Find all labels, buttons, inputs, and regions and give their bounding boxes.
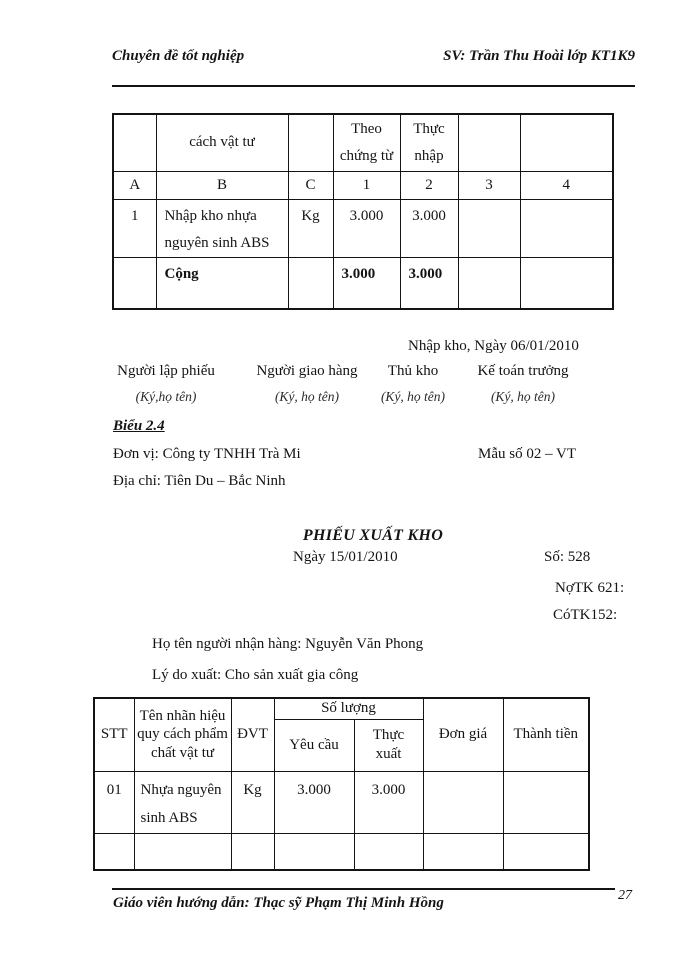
- total-unit: [287, 256, 334, 310]
- footer-advisor-line: Giáo viên hướng dẫn: Thạc sỹ Phạm Thị Mi…: [113, 895, 444, 911]
- export-header-thuc-xuat: Thực xuất: [353, 718, 424, 772]
- export-table-header-row-1: STT Tên nhãn hiệu quy cách phẩm chất vật…: [93, 697, 590, 772]
- index-cell: 1: [332, 170, 401, 200]
- co-tk-line: CóTK152:: [553, 607, 618, 623]
- receipt-table-header-row: cách vật tư Theo chứng từ Thực nhập: [112, 113, 614, 172]
- ly-do-line: Lý do xuất: Cho sản xuất gia công: [152, 667, 359, 683]
- receipt-header-name: cách vật tư: [155, 113, 289, 172]
- empty-cell: [273, 832, 355, 871]
- page-number: 27: [618, 888, 632, 903]
- signature-role: Người lập phiếu: [117, 363, 215, 379]
- export-header-yeu-cau: Yêu cầu: [273, 718, 355, 772]
- export-table-row: 01 Nhựa nguyên sinh ABS Kg 3.000 3.000: [93, 770, 590, 834]
- bieu-label: Biểu 2.4: [113, 418, 165, 434]
- signature-note: (Ký, họ tên): [490, 389, 556, 404]
- index-cell: 2: [399, 170, 459, 200]
- total-theo-chung-tu: 3.000: [332, 256, 401, 310]
- signature-note: (Ký, họ tên): [380, 389, 446, 404]
- receipt-row-name: Nhập kho nhựa nguyên sinh ABS: [155, 198, 289, 258]
- footer-divider: [112, 888, 615, 890]
- receipt-row-theo-chung-tu: 3.000: [332, 198, 401, 258]
- export-header-so-luong: Số lượng: [273, 697, 424, 720]
- export-row-don-gia: [422, 770, 504, 834]
- export-header-dvt: ĐVT: [230, 697, 275, 772]
- phieu-date: Ngày 15/01/2010: [293, 549, 398, 565]
- signature-note: (Ký, họ tên): [274, 389, 340, 404]
- export-row-thanh-tien: [502, 770, 590, 834]
- receipt-table-total-row: Cộng 3.000 3.000: [112, 256, 614, 310]
- signature-ke-toan-truong: Kế toán trưởng (Ký, họ tên): [453, 363, 593, 405]
- nhap-kho-date-line: Nhập kho, Ngày 06/01/2010: [408, 338, 579, 354]
- signature-role: Người giao hàng: [256, 363, 358, 379]
- index-cell: B: [155, 170, 289, 200]
- empty-cell: [353, 832, 424, 871]
- index-cell: C: [287, 170, 334, 200]
- export-table: STT Tên nhãn hiệu quy cách phẩm chất vật…: [93, 697, 591, 871]
- empty-cell: [93, 832, 135, 871]
- receipt-table-index-row: A B C 1 2 3 4: [112, 170, 614, 200]
- receipt-row-col4: [519, 198, 614, 258]
- receipt-header-3: [457, 113, 521, 172]
- total-thuc-nhap: 3.000: [399, 256, 459, 310]
- receipt-row-thuc-nhap: 3.000: [399, 198, 459, 258]
- receipt-row-col3: [457, 198, 521, 258]
- total-stt: [112, 256, 157, 310]
- phieu-xuat-kho-title: PHIẾU XUẤT KHO: [302, 527, 444, 544]
- header-divider: [112, 85, 635, 87]
- receipt-row-stt: 1: [112, 198, 157, 258]
- export-row-yeu-cau: 3.000: [273, 770, 355, 834]
- receipt-table: cách vật tư Theo chứng từ Thực nhập A B …: [112, 113, 614, 310]
- total-col4: [519, 256, 614, 310]
- total-label: Cộng: [155, 256, 289, 310]
- empty-cell: [230, 832, 275, 871]
- phieu-so: Số: 528: [544, 549, 591, 565]
- receipt-header-theo-chung-tu: Theo chứng từ: [332, 113, 401, 172]
- receipt-row-unit: Kg: [287, 198, 334, 258]
- signature-role: Thủ kho: [387, 363, 439, 379]
- index-cell: A: [112, 170, 157, 200]
- receipt-header-thuc-nhap: Thực nhập: [399, 113, 459, 172]
- export-table-empty-row: [93, 832, 590, 871]
- no-tk-line: NợTK 621:: [555, 580, 625, 596]
- dia-chi-line: Địa chỉ: Tiên Du – Bắc Ninh: [113, 473, 286, 489]
- mau-so-line: Mẫu số 02 – VT: [478, 446, 577, 462]
- receipt-header-4: [519, 113, 614, 172]
- signature-role: Kế toán trưởng: [477, 363, 569, 379]
- export-header-thuc-xuat-label: Thực xuất: [372, 727, 405, 762]
- empty-cell: [502, 832, 590, 871]
- signature-nguoi-lap-phieu: Người lập phiếu (Ký,họ tên): [96, 363, 236, 405]
- total-col3: [457, 256, 521, 310]
- nguoi-nhan-line: Họ tên người nhận hàng: Nguyễn Văn Phong: [152, 636, 424, 652]
- export-row-dvt: Kg: [230, 770, 275, 834]
- export-header-name: Tên nhãn hiệu quy cách phẩm chất vật tư: [133, 697, 232, 772]
- export-row-thuc-xuat: 3.000: [353, 770, 424, 834]
- index-cell: 4: [519, 170, 614, 200]
- signature-note: (Ký,họ tên): [135, 389, 197, 404]
- receipt-header-c: [287, 113, 334, 172]
- empty-cell: [133, 832, 232, 871]
- export-row-name: Nhựa nguyên sinh ABS: [133, 770, 232, 834]
- export-header-stt: STT: [93, 697, 135, 772]
- export-header-thanh-tien: Thành tiền: [502, 697, 590, 772]
- empty-cell: [422, 832, 504, 871]
- page-header-left: Chuyên đề tốt nghiệp: [112, 48, 245, 64]
- index-cell: 3: [457, 170, 521, 200]
- don-vi-line: Đơn vị: Công ty TNHH Trà Mi: [113, 446, 301, 462]
- page-header-right: SV: Trần Thu Hoài lớp KT1K9: [443, 48, 635, 64]
- export-row-stt: 01: [93, 770, 135, 834]
- receipt-table-row: 1 Nhập kho nhựa nguyên sinh ABS Kg 3.000…: [112, 198, 614, 258]
- signature-thu-kho: Thủ kho (Ký, họ tên): [343, 363, 483, 405]
- receipt-header-a: [112, 113, 157, 172]
- export-header-don-gia: Đơn giá: [422, 697, 504, 772]
- page-header: Chuyên đề tốt nghiệp SV: Trần Thu Hoài l…: [112, 48, 635, 65]
- signature-nguoi-giao-hang: Người giao hàng (Ký, họ tên): [237, 363, 377, 405]
